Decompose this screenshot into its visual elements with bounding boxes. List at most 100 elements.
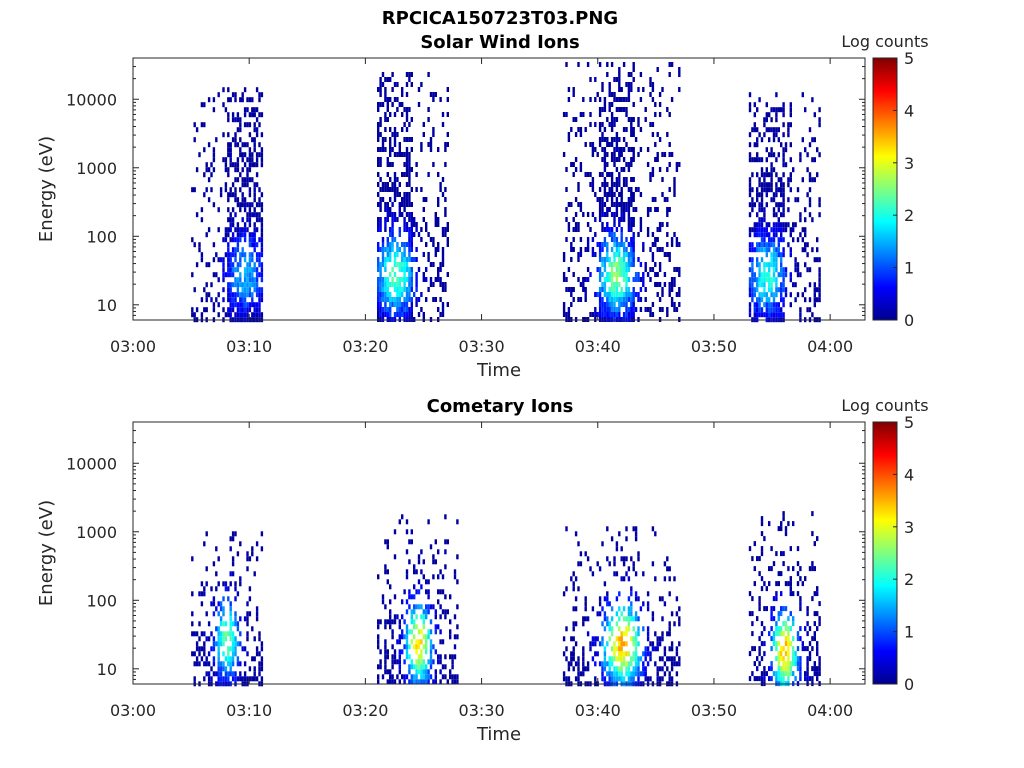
spectrogram-cell xyxy=(198,651,201,657)
spectrogram-cell xyxy=(253,287,256,293)
spectrogram-cell xyxy=(255,87,259,93)
spectrogram-cell xyxy=(768,152,771,158)
spectrogram-cell xyxy=(393,619,397,625)
spectrogram-cell xyxy=(606,172,609,177)
spectrogram-cell xyxy=(258,142,261,148)
spectrogram-cell xyxy=(610,177,614,182)
spectrogram-cell xyxy=(606,227,609,232)
spectrogram-cell xyxy=(439,669,442,675)
spectrogram-cell xyxy=(381,72,385,77)
spectrogram-cell xyxy=(620,97,623,102)
spectrogram-cell xyxy=(241,182,244,188)
spectrogram-cell xyxy=(615,676,619,682)
spectrogram-cell xyxy=(630,601,633,607)
spectrogram-cell xyxy=(422,614,425,620)
spectrogram-cell xyxy=(200,591,204,597)
spectrogram-cell xyxy=(748,92,752,98)
spectrogram-cell xyxy=(398,297,401,302)
spectrogram-cell xyxy=(191,307,194,313)
spectrogram-cell xyxy=(780,671,783,677)
spectrogram-cell xyxy=(591,606,595,612)
spectrogram-cell xyxy=(646,601,650,607)
spectrogram-cell xyxy=(398,302,401,307)
spectrogram-cell xyxy=(763,272,766,278)
spectrogram-cell xyxy=(796,262,800,268)
spectrogram-cell xyxy=(675,162,679,167)
spectrogram-cell xyxy=(668,646,671,652)
spectrogram-cell xyxy=(760,192,764,198)
spectrogram-cell xyxy=(227,287,230,293)
spectrogram-cell xyxy=(379,222,382,227)
spectrogram-cell xyxy=(379,117,382,122)
spectrogram-cell xyxy=(661,222,664,227)
spectrogram-cell xyxy=(210,187,213,193)
spectrogram-cell xyxy=(236,237,240,243)
spectrogram-cell xyxy=(678,616,681,622)
spectrogram-cell xyxy=(606,292,609,297)
spectrogram-cell xyxy=(782,631,785,637)
spectrogram-cell xyxy=(417,554,421,560)
spectrogram-cell xyxy=(248,147,252,153)
spectrogram-cell xyxy=(610,676,614,682)
spectrogram-cell xyxy=(748,232,752,238)
spectrogram-cell xyxy=(789,107,792,113)
spectrogram-cell xyxy=(632,297,635,302)
spectrogram-cell xyxy=(381,297,385,302)
spectrogram-cell xyxy=(780,312,783,318)
spectrogram-cell xyxy=(615,142,619,147)
spectrogram-cell xyxy=(808,202,812,208)
spectrogram-cell xyxy=(639,72,643,77)
spectrogram-cell xyxy=(413,604,416,610)
spectrogram-cell xyxy=(753,646,756,652)
spectrogram-cell xyxy=(760,521,764,527)
spectrogram-cell xyxy=(429,147,433,152)
spectrogram-cell xyxy=(666,132,669,137)
spectrogram-cell xyxy=(377,619,380,625)
spectrogram-cell xyxy=(615,177,619,182)
spectrogram-cell xyxy=(386,252,389,257)
spectrogram-cell xyxy=(598,252,602,257)
spectrogram-cell xyxy=(765,262,768,268)
spectrogram-cell xyxy=(243,162,247,168)
spectrogram-cell xyxy=(260,277,264,283)
spectrogram-cell xyxy=(627,616,631,622)
spectrogram-cell xyxy=(239,576,242,582)
spectrogram-cell xyxy=(248,187,252,193)
spectrogram-cell xyxy=(422,664,425,670)
spectrogram-cell xyxy=(610,287,614,292)
spectrogram-cell xyxy=(193,631,196,637)
spectrogram-cell xyxy=(562,312,566,317)
x-tick-label: 04:00 xyxy=(807,701,853,720)
spectrogram-cell xyxy=(432,92,435,97)
spectrogram-cell xyxy=(765,157,768,163)
spectrogram-cell xyxy=(200,257,204,263)
x-tick-label: 03:10 xyxy=(226,337,272,356)
spectrogram-cell xyxy=(768,232,771,238)
spectrogram-cell xyxy=(384,87,387,92)
spectrogram-cell xyxy=(384,564,387,570)
spectrogram-cell xyxy=(417,639,421,645)
spectrogram-cell xyxy=(401,202,404,207)
spectrogram-cell xyxy=(777,676,780,682)
spectrogram-cell xyxy=(760,247,764,253)
spectrogram-cell xyxy=(396,287,399,292)
spectrogram-cell xyxy=(212,167,216,173)
spectrogram-cell xyxy=(420,187,423,192)
spectrogram-cell xyxy=(246,167,249,173)
spectrogram-cell xyxy=(393,297,397,302)
spectrogram-cell xyxy=(389,307,392,312)
spectrogram-cell xyxy=(784,666,788,672)
cometary-colorbar-label: Log counts xyxy=(841,396,928,415)
spectrogram-cell xyxy=(768,137,771,143)
spectrogram-cell xyxy=(236,227,240,233)
spectrogram-cell xyxy=(748,107,752,113)
spectrogram-cell xyxy=(608,626,611,632)
spectrogram-cell xyxy=(417,87,421,92)
spectrogram-cell xyxy=(777,252,780,258)
spectrogram-cell xyxy=(391,267,394,272)
spectrogram-cell xyxy=(582,212,585,217)
spectrogram-cell xyxy=(615,546,619,552)
spectrogram-cell xyxy=(630,616,633,622)
spectrogram-cell xyxy=(760,217,764,223)
spectrogram-cell xyxy=(234,641,237,647)
